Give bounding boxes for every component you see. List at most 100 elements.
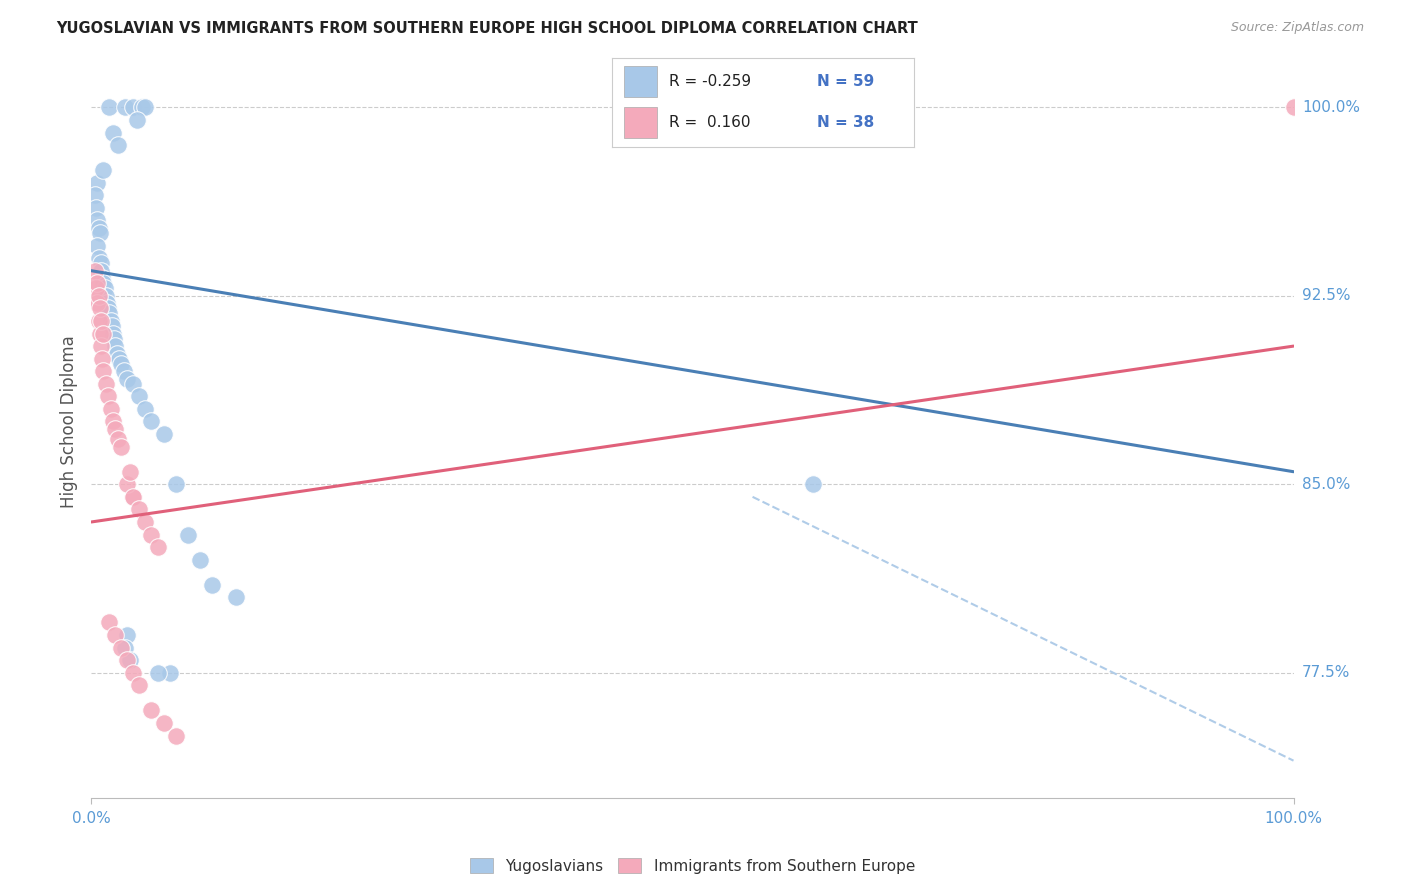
Point [117, 628, 139, 642]
Point [90, 256, 112, 270]
Point [122, 490, 145, 504]
Point [87, 289, 110, 303]
Point [104, 422, 127, 436]
Point [165, 729, 187, 743]
Point [128, 389, 150, 403]
Point [84, 263, 107, 277]
Point [93, 281, 115, 295]
Point [94, 376, 117, 391]
Point [89, 226, 111, 240]
Point [107, 138, 129, 153]
Point [96, 296, 118, 310]
Point [90, 314, 112, 328]
Point [103, 332, 125, 346]
Point [141, 703, 163, 717]
Point [94, 289, 117, 303]
Point [1282, 100, 1305, 114]
Point [93, 163, 115, 178]
FancyBboxPatch shape [624, 66, 657, 97]
Point [91, 271, 114, 285]
Point [225, 591, 247, 605]
Point [108, 351, 131, 366]
Point [117, 477, 139, 491]
Point [101, 414, 124, 428]
Point [200, 578, 222, 592]
Point [86, 277, 108, 291]
Point [122, 376, 145, 391]
Point [117, 372, 139, 386]
Point [104, 628, 127, 642]
Point [128, 678, 150, 692]
Point [122, 665, 145, 680]
Point [141, 414, 163, 428]
Point [110, 357, 132, 371]
Point [93, 364, 115, 378]
Text: Source: ZipAtlas.com: Source: ZipAtlas.com [1230, 21, 1364, 34]
Point [104, 339, 127, 353]
Point [134, 401, 156, 416]
Point [188, 552, 211, 566]
Point [98, 100, 121, 114]
Point [89, 301, 111, 316]
Point [134, 515, 156, 529]
Point [122, 100, 145, 114]
Point [100, 314, 122, 328]
Point [110, 640, 132, 655]
Point [84, 281, 107, 295]
Point [87, 314, 110, 328]
Point [110, 440, 132, 454]
Point [100, 401, 122, 416]
Point [97, 301, 120, 316]
Point [118, 465, 141, 479]
Point [112, 364, 135, 378]
Point [134, 100, 156, 114]
Point [86, 213, 108, 227]
Text: N = 38: N = 38 [817, 115, 875, 130]
Point [91, 351, 114, 366]
Point [131, 100, 153, 114]
Point [86, 238, 108, 252]
Point [107, 432, 129, 446]
FancyBboxPatch shape [624, 107, 657, 138]
Text: 77.5%: 77.5% [1302, 665, 1350, 681]
Point [117, 653, 139, 667]
Point [86, 176, 108, 190]
Point [93, 277, 115, 291]
Point [90, 339, 112, 353]
Point [105, 346, 128, 360]
Text: YUGOSLAVIAN VS IMMIGRANTS FROM SOUTHERN EUROPE HIGH SCHOOL DIPLOMA CORRELATION C: YUGOSLAVIAN VS IMMIGRANTS FROM SOUTHERN … [56, 21, 918, 36]
Point [84, 201, 107, 215]
Point [89, 326, 111, 341]
Point [125, 112, 148, 127]
Point [93, 326, 115, 341]
Point [114, 100, 136, 114]
Point [165, 477, 187, 491]
Point [98, 306, 121, 320]
Point [101, 126, 124, 140]
Point [159, 665, 181, 680]
Text: N = 59: N = 59 [817, 74, 875, 89]
Point [86, 296, 108, 310]
Point [84, 188, 107, 202]
Point [87, 251, 110, 265]
Point [90, 263, 112, 277]
Point [146, 665, 169, 680]
Point [87, 221, 110, 235]
Text: 85.0%: 85.0% [1302, 477, 1350, 491]
Point [122, 490, 145, 504]
Point [801, 477, 824, 491]
Point [152, 715, 174, 730]
Point [141, 527, 163, 541]
Point [176, 527, 198, 541]
Point [98, 615, 121, 630]
Point [118, 653, 141, 667]
Point [97, 389, 120, 403]
Point [114, 640, 136, 655]
Point [101, 326, 124, 341]
Text: R = -0.259: R = -0.259 [669, 74, 751, 89]
Text: R =  0.160: R = 0.160 [669, 115, 751, 130]
Point [146, 540, 169, 554]
Legend: Yugoslavians, Immigrants from Southern Europe: Yugoslavians, Immigrants from Southern E… [470, 857, 915, 873]
Point [152, 427, 174, 442]
Y-axis label: High School Diploma: High School Diploma [59, 335, 77, 508]
